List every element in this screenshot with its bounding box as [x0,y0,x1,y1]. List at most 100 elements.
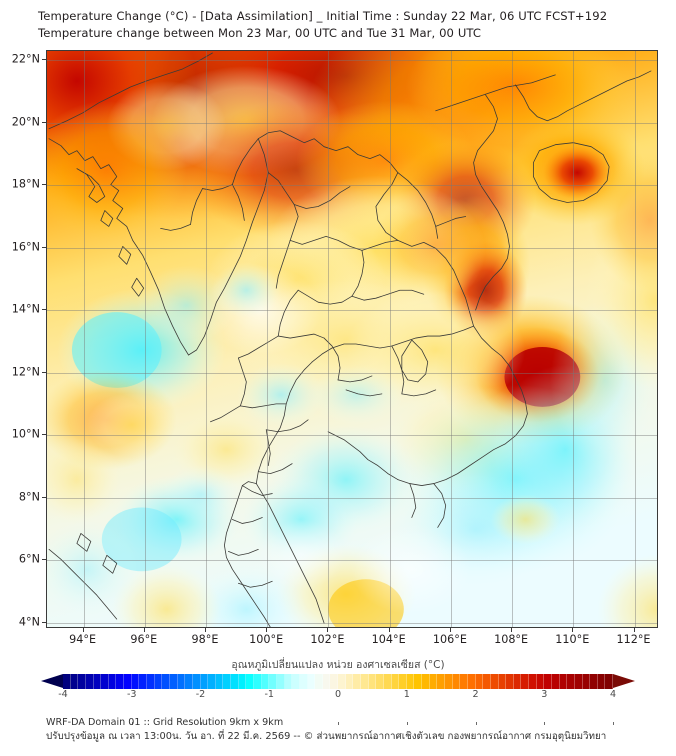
colorbar-segment [406,674,415,689]
colorbar-segment [238,674,247,689]
colorbar-segment [78,674,86,689]
colorbar-segment [368,674,377,689]
y-tick-12N: 12°N [11,365,40,379]
x-tick-100E: 100°E [249,633,284,646]
map-plot [46,50,658,628]
colorbar-tick--4: -4 [58,689,68,700]
colorbar-tick--2: -2 [195,689,206,700]
colorbar-segment [101,674,109,689]
colorbar-segment [108,674,117,689]
colorbar-segment [414,674,423,689]
colorbar-segment [490,674,499,689]
colorbar-segment [590,674,598,689]
colorbar-segment [246,674,255,689]
colorbar-under-arrow [41,674,63,688]
colorbar-segment [498,674,507,689]
colorbar-segment [544,674,552,689]
colorbar-segment [567,674,575,689]
x-tick-94E: 94°E [69,633,97,646]
footer: WRF-DA Domain 01 :: Grid Resolution 9km … [46,716,666,744]
colorbar-segment [483,674,491,689]
colorbar-segment [200,674,209,689]
colorbar-segment [513,674,522,689]
page-title: Temperature Change (°C) - [Data Assimila… [38,8,658,41]
colorbar-segment [521,674,530,689]
colorbar-segment [506,674,514,689]
x-tick-110E: 110°E [555,633,590,646]
colorbar-segment [208,674,216,689]
colorbar-segment [307,674,316,689]
colorbar-segment [422,674,430,689]
colorbar-segment [116,674,125,689]
y-tick-10N: 10°N [11,427,40,441]
y-tick-14N: 14°N [11,302,40,316]
colorbar-segment [429,674,438,689]
colorbar-segment [383,674,392,689]
plot-frame [46,50,658,628]
colorbar-segment [315,674,323,689]
colorbar-segment [322,674,331,689]
colorbar-tick-1: 1 [403,689,410,700]
x-tick-108E: 108°E [494,633,529,646]
colorbar-segment [399,674,407,689]
colorbar-segment [536,674,545,689]
colorbar-segment [124,674,132,689]
colorbar-segment [169,674,178,689]
colorbar-tick-0: 0 [334,689,342,700]
x-tick-98E: 98°E [191,633,219,646]
colorbar-segment [467,674,476,689]
colorbar-segment [353,674,361,689]
x-tick-104E: 104°E [371,633,406,646]
y-tick-4N: 4°N [18,615,40,629]
colorbar-segment [162,674,170,689]
footer-credit: ปรับปรุงข้อมูล ณ เวลา 13:00น. วัน อา. ที… [46,731,607,742]
colorbar-segment [460,674,468,689]
colorbar-segment [215,674,224,689]
colorbar-segment [93,674,102,689]
colorbar: อุณหภูมิเปลี่ยนแปลง หน่วย องศาเซลเซียส (… [0,656,676,725]
x-tick-112E: 112°E [616,633,651,646]
colorbar-segment [269,674,277,689]
colorbar-segment [261,674,270,689]
y-tick-6N: 6°N [18,552,40,566]
colorbar-segment [437,674,446,689]
colorbar-tick--3: -3 [126,689,137,700]
colorbar-segment [284,674,293,689]
y-tick-18N: 18°N [11,177,40,191]
colorbar-segment [63,674,71,689]
colorbar-segment [131,674,140,689]
colorbar-segment [231,674,239,689]
colorbar-ticks: -4 -3 -2 -1 0 1 2 3 4 [0,689,676,725]
colorbar-segment [345,674,354,689]
colorbar-segment [330,674,339,689]
temperature-field [47,51,657,627]
x-tick-102E: 102°E [310,633,345,646]
colorbar-gradient [63,674,614,689]
title-line-1: Temperature Change (°C) - [Data Assimila… [38,9,608,23]
colorbar-segment [529,674,537,689]
colorbar-segment [597,674,606,689]
colorbar-segment [154,674,163,689]
colorbar-segment [605,674,614,689]
colorbar-segment [177,674,186,689]
colorbar-segment [574,674,583,689]
colorbar-segment [185,674,193,689]
y-tick-16N: 16°N [11,240,40,254]
footer-domain-info: WRF-DA Domain 01 :: Grid Resolution 9km … [46,717,284,728]
colorbar-segment [475,674,484,689]
colorbar-label: อุณหภูมิเปลี่ยนแปลง หน่วย องศาเซลเซียส (… [231,659,445,671]
colorbar-segment [376,674,384,689]
colorbar-segment [445,674,453,689]
colorbar-segment [452,674,461,689]
colorbar-segment [360,674,369,689]
x-tick-106E: 106°E [432,633,467,646]
x-tick-96E: 96°E [130,633,158,646]
colorbar-segment [292,674,300,689]
colorbar-tick--1: -1 [264,689,275,700]
colorbar-segment [299,674,308,689]
colorbar-segment [192,674,201,689]
colorbar-segment [223,674,232,689]
colorbar-segment [147,674,155,689]
y-tick-20N: 20°N [11,115,40,129]
